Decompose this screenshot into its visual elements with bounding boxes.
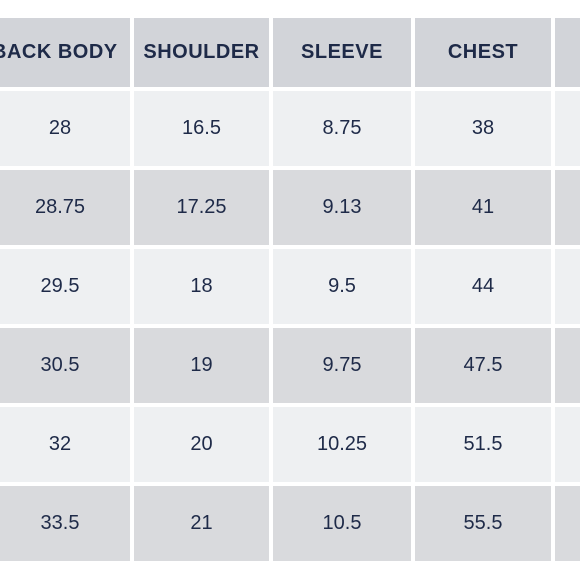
table-cell (555, 486, 580, 561)
column-header-back-body: BACK BODY (0, 18, 130, 87)
table-cell: 17.25 (134, 170, 269, 245)
table-cell: 29.5 (0, 249, 130, 324)
table-cell: 30.5 (0, 328, 130, 403)
table-cell: 10.5 (273, 486, 411, 561)
table-cell: 21 (134, 486, 269, 561)
table-cell: 38 (415, 91, 551, 166)
table-cell (555, 91, 580, 166)
column-header-partial (555, 18, 580, 87)
table-cell: 9.75 (273, 328, 411, 403)
table-cell (555, 328, 580, 403)
table-cell: 33.5 (0, 486, 130, 561)
table-cell: 28.75 (0, 170, 130, 245)
table-cell (555, 407, 580, 482)
table-cell: 47.5 (415, 328, 551, 403)
table-cell: 8.75 (273, 91, 411, 166)
table-cell: 9.5 (273, 249, 411, 324)
size-chart-table: BACK BODY SHOULDER SLEEVE CHEST 28 16.5 … (0, 18, 580, 561)
column-header-sleeve: SLEEVE (273, 18, 411, 87)
table-cell: 9.13 (273, 170, 411, 245)
table-cell (555, 249, 580, 324)
table-cell: 18 (134, 249, 269, 324)
table-cell: 44 (415, 249, 551, 324)
table-cell (555, 170, 580, 245)
column-header-shoulder: SHOULDER (134, 18, 269, 87)
table-cell: 20 (134, 407, 269, 482)
table-cell: 16.5 (134, 91, 269, 166)
table-cell: 51.5 (415, 407, 551, 482)
table-cell: 19 (134, 328, 269, 403)
table-cell: 41 (415, 170, 551, 245)
table-cell: 55.5 (415, 486, 551, 561)
column-header-chest: CHEST (415, 18, 551, 87)
table-cell: 28 (0, 91, 130, 166)
table-cell: 32 (0, 407, 130, 482)
table-cell: 10.25 (273, 407, 411, 482)
